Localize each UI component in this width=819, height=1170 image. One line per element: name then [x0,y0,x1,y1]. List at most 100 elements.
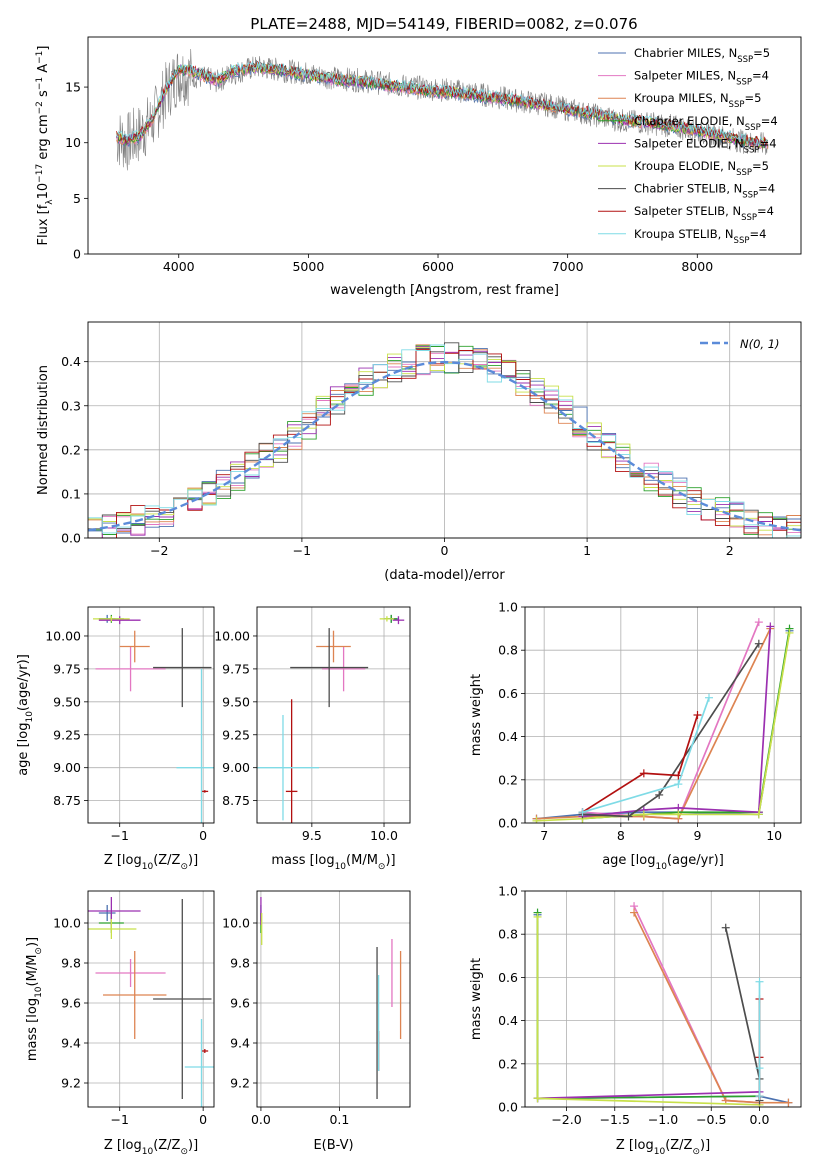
plus-marker [755,977,764,986]
y-tick-label: 0.4 [498,729,518,744]
y-tick-label: 9.25 [53,727,81,742]
mass-vs-EBV-panel-frame [256,890,411,1108]
x-tick-label: −2 [150,543,168,558]
mass-vs-Z-panel-marks [88,897,214,1107]
x-tick-label: 0.0 [251,1112,271,1127]
age-vs-mass-panel-frame [256,606,411,824]
x-tick-label: 7000 [552,259,584,274]
y-tick-label: 9.00 [53,760,81,775]
y-tick-label: 0.1 [61,486,81,501]
plus-marker [754,639,763,648]
errorbar-point [285,699,298,823]
errorbar-point [257,715,320,821]
y-tick-label: 0.0 [498,816,518,831]
y-tick-label: 9.4 [230,1036,250,1051]
y-tick-label: 9.50 [53,694,81,709]
y-tick-label: 0.6 [498,970,518,985]
errorbar-point [184,1019,214,1107]
x-tick-label: 9 [694,828,702,843]
normal-curve [88,360,801,532]
errorbar-point [153,899,212,1099]
plus-marker [721,923,730,932]
residuals-legend: N(0, 1) [700,337,780,351]
y-tick-label: 9.2 [230,1076,250,1091]
figure-title: PLATE=2488, MJD=54149, FIBERID=0082, z=0… [250,15,637,33]
age-vs-mass-panel-ticks: 9.5 10.0 8.75 9.00 9.25 9.50 9.75 10.00 [214,628,398,843]
plus-marker [693,711,702,719]
mass-vs-EBV-panel-ticks: 0.0 0.1 9.2 9.4 9.6 9.8 10.0 [222,916,349,1128]
legend-entry: Chabrier STELIB, NSSP=4 [634,182,775,201]
legend-entry: Salpeter ELODIE, NSSP=4 [634,136,777,155]
mass-weight-series [582,643,760,818]
y-tick-label: 0.8 [498,927,518,942]
massweight-vs-Z-panel-frame [524,890,802,1108]
y-tick-label: 0.8 [498,643,518,658]
massweight-vs-Z-panel-marks [533,902,793,1107]
x-tick-label: 5000 [292,259,324,274]
mass-weight-series [582,626,772,818]
errorbar-point [103,951,167,1039]
y-tick-label: 0.4 [498,1013,518,1028]
plus-marker [674,810,683,819]
x-tick-label: −1 [110,1112,128,1127]
model-spectrum-line [116,60,769,146]
y-tick-label: 0.6 [498,686,518,701]
errorbar-point [290,628,369,708]
residuals-xlabel: (data-model)/error [384,568,505,583]
mass-vs-Z-xlabel: Z [log10(Z/Z⊙)] [104,1138,198,1157]
y-tick-label: 0.2 [61,442,81,457]
y-tick-label: 9.6 [230,996,250,1011]
y-tick-label: 9.25 [222,727,250,742]
mass-weight-series [536,916,760,1106]
legend-entry: Chabrier ELODIE, NSSP=4 [634,114,778,133]
y-tick-label: 1.0 [498,600,518,615]
spectrum-panel-frame [87,36,802,255]
y-tick-label: 1.0 [498,884,518,899]
spectrum-legend: Chabrier MILES, NSSP=5 Salpeter MILES, NS… [598,46,778,246]
massweight-vs-Z-panel-ticks: −2.0 −1.5 −1.0 −0.5 0.0 0.0 0.2 0.4 0.6 0.8 1.0 [498,884,769,1128]
y-tick-label: 0 [73,247,81,262]
x-tick-label: 10.0 [370,828,398,843]
mass-weight-series [582,621,760,820]
errorbar-point [316,630,351,663]
legend-entry: Kroupa ELODIE, NSSP=5 [634,159,769,178]
mass-vs-Z-ylabel: mass [log10(M/M⊙)] [25,937,44,1061]
plus-marker [578,808,587,817]
age-vs-mass-panel: 9.5 10.0 8.75 9.00 9.25 9.50 9.75 10.00 mass [lo… [214,606,411,872]
errorbar-point [93,616,130,622]
plus-marker [639,810,648,819]
y-tick-label: 8.75 [53,793,81,808]
residuals-ylabel: Normed distribution [36,365,51,495]
mass-weight-series [582,714,699,813]
mass-vs-EBV-xlabel: E(B-V) [313,1138,353,1153]
mass-weight-series [582,628,791,820]
y-tick-label: 9.8 [61,956,81,971]
x-tick-label: 2 [726,543,734,558]
x-tick-label: −1 [293,543,311,558]
residual-histogram [88,347,801,538]
x-tick-label: 8 [617,828,625,843]
massweight-vs-age-panel-ylabel: mass weight [469,674,484,756]
legend-entry: Salpeter MILES, NSSP=4 [634,69,769,88]
errorbar-point [88,919,137,939]
mass-vs-Z-panel-frame [87,890,215,1108]
x-tick-label: 6000 [422,259,454,274]
x-tick-label: 10 [766,828,782,843]
mass-vs-Z-panel: −1 0 9.2 9.4 9.6 9.8 10.0 Z [log10(Z/Z⊙)] mass [… [25,890,215,1157]
x-tick-label: −2.0 [551,1112,581,1127]
age-vs-Z-panel-ticks: −1 0 8.75 9.00 9.25 9.50 9.75 10.00 [45,628,207,843]
plus-marker [755,1064,764,1073]
mass-vs-EBV-panel: 0.0 0.1 9.2 9.4 9.6 9.8 10.0 E(B-V) [222,890,411,1153]
massweight-vs-Z-xlabel: Z [log10(Z/Z⊙)] [616,1138,710,1157]
plus-marker [532,816,541,823]
plus-marker [639,769,648,778]
residuals-panel-frame [87,321,802,539]
y-tick-label: 9.00 [222,760,250,775]
massweight-vs-age-panel-frame [524,606,802,824]
plus-marker [785,628,794,637]
massweight-vs-age-xlabel: age [log10(age/yr)] [602,853,724,872]
age-vs-mass-panel-marks [257,614,405,823]
plus-marker [533,1094,542,1103]
